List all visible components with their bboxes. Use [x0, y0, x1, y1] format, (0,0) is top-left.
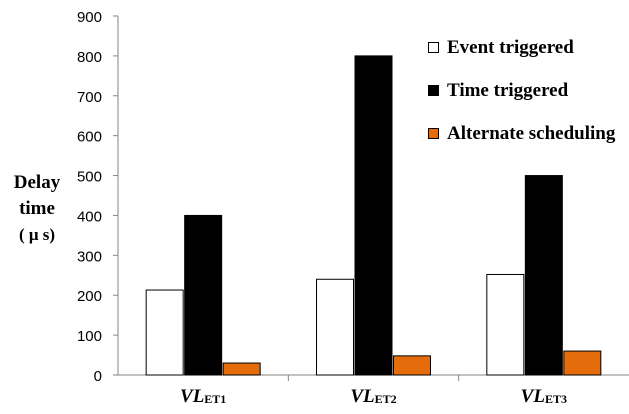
legend-swatch-alternate-scheduling: [428, 128, 439, 139]
bar-alternate-scheduling: [222, 362, 261, 376]
legend-swatch-event-triggered: [428, 42, 439, 53]
legend-item-time-triggered: Time triggered: [428, 69, 615, 112]
bar-alternate-scheduling: [393, 355, 431, 376]
legend-swatch-time-triggered: [428, 85, 439, 96]
legend-item-alternate-scheduling: Alternate scheduling: [428, 112, 615, 155]
bar-event-triggered: [145, 289, 184, 376]
legend-label-alternate-scheduling: Alternate scheduling: [447, 122, 616, 144]
y-tick-label: 700: [77, 89, 102, 106]
y-axis-label-line-2: time: [19, 198, 55, 219]
legend-label-time-triggered: Time triggered: [447, 79, 569, 101]
y-tick-label: 600: [77, 129, 102, 146]
x-tick-label: VLET3: [521, 386, 567, 407]
legend-label-event-triggered: Event triggered: [447, 36, 574, 58]
y-tick-label: 0: [94, 368, 102, 385]
y-tick-label: 100: [77, 328, 102, 345]
x-tick-label: VLET2: [350, 386, 396, 407]
y-tick-label: 900: [77, 9, 102, 26]
y-tick-label: 200: [77, 288, 102, 305]
legend: Event triggered Time triggered Alternate…: [428, 26, 615, 155]
bar-alternate-scheduling: [563, 350, 602, 376]
bar-event-triggered: [486, 273, 525, 376]
y-tick-label: 500: [77, 169, 102, 186]
bar-event-triggered: [316, 278, 354, 376]
bar-time-triggered: [524, 175, 563, 376]
y-tick-label: 400: [77, 208, 102, 225]
y-axis-label-line-1: Delay: [13, 172, 61, 193]
legend-item-event-triggered: Event triggered: [428, 26, 615, 69]
y-tick-label: 800: [77, 49, 102, 66]
x-tick-label: VLET1: [180, 386, 226, 407]
bar-time-triggered: [354, 55, 393, 376]
bar-time-triggered: [184, 214, 223, 376]
y-axis-label-line-3: ( μ s): [18, 225, 56, 244]
y-tick-label: 300: [77, 248, 102, 265]
